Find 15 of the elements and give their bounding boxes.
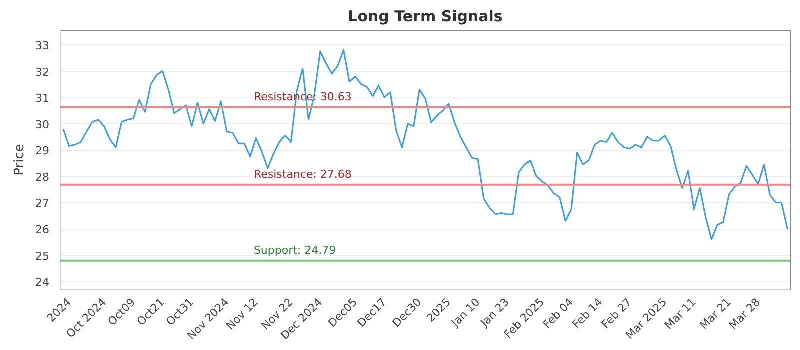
y-tick-label: 32 (36, 66, 50, 79)
ref-line-label: Resistance: 27.68 (254, 168, 352, 181)
chart-title: Long Term Signals (348, 8, 503, 26)
y-tick-label: 24 (36, 276, 50, 290)
line-series (62, 49, 788, 240)
y-tick-label: 27 (36, 197, 50, 210)
y-tick-label: 28 (36, 170, 50, 184)
y-axis-title: Price (12, 144, 28, 176)
ref-line-label: Support: 24.79 (254, 244, 336, 257)
y-tick-label: 31 (36, 92, 50, 106)
y-tick-label: 30 (36, 118, 50, 132)
y-tick-label: 25 (36, 250, 50, 263)
y-tick-label: 26 (36, 224, 50, 237)
y-tick-label: 33 (36, 39, 50, 52)
y-tick-label: 29 (36, 144, 50, 158)
